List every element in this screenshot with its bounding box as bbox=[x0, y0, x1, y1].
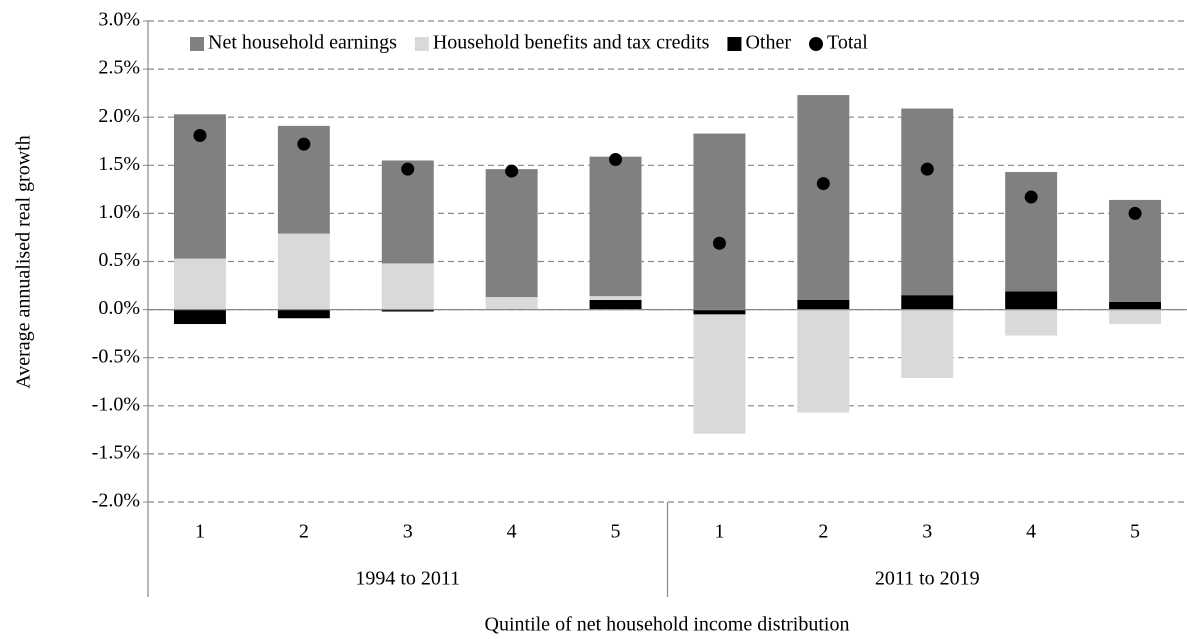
y-tick-label: -1.5% bbox=[92, 441, 140, 463]
total-point bbox=[505, 164, 519, 178]
x-tick-label: 1 bbox=[195, 521, 205, 543]
x-tick-label: 3 bbox=[403, 521, 413, 543]
bar bbox=[173, 309, 226, 325]
x-tick-label: 3 bbox=[922, 521, 932, 543]
bar bbox=[901, 108, 954, 296]
total-point bbox=[1024, 190, 1038, 204]
bar bbox=[381, 263, 434, 310]
legend-swatch bbox=[727, 37, 742, 51]
y-tick-label: -0.5% bbox=[92, 345, 140, 367]
legend-marker bbox=[809, 37, 823, 51]
y-axis-title: Average annualised real growth bbox=[13, 135, 35, 388]
bar bbox=[797, 299, 850, 310]
bar bbox=[693, 314, 746, 434]
bar bbox=[1109, 301, 1162, 310]
y-tick-label: 1.5% bbox=[98, 153, 140, 175]
x-tick-label: 1 bbox=[714, 521, 724, 543]
legend-label: Household benefits and tax credits bbox=[433, 32, 710, 54]
legend-swatch bbox=[190, 37, 204, 51]
bar bbox=[485, 297, 538, 310]
x-tick-label: 5 bbox=[1130, 521, 1140, 543]
y-tick-label: 2.0% bbox=[98, 105, 140, 127]
y-tick-label: 3.0% bbox=[98, 9, 140, 31]
bar bbox=[277, 233, 330, 310]
total-point bbox=[609, 153, 623, 167]
bar bbox=[589, 156, 642, 297]
bar bbox=[1005, 291, 1058, 310]
y-tick-label: 0.0% bbox=[98, 297, 140, 319]
bar bbox=[173, 258, 226, 310]
y-tick-label: 1.0% bbox=[98, 201, 140, 223]
total-point bbox=[920, 162, 934, 176]
x-tick-label: 4 bbox=[1026, 521, 1036, 543]
x-tick-label: 2 bbox=[299, 521, 309, 543]
y-tick-label: -1.0% bbox=[92, 393, 140, 415]
bar bbox=[381, 309, 434, 312]
bar bbox=[797, 95, 850, 300]
x-tick-label: 5 bbox=[611, 521, 621, 543]
total-point bbox=[712, 236, 726, 250]
bar bbox=[485, 169, 538, 298]
group-label: 1994 to 2011 bbox=[355, 568, 460, 590]
total-point bbox=[193, 128, 207, 142]
group-label: 2011 to 2019 bbox=[875, 568, 980, 590]
y-tick-label: -2.0% bbox=[92, 490, 140, 512]
bar bbox=[797, 309, 850, 413]
total-point bbox=[401, 162, 415, 176]
legend-label: Total bbox=[827, 32, 868, 54]
legend-label: Net household earnings bbox=[208, 32, 397, 54]
x-tick-label: 2 bbox=[818, 521, 828, 543]
x-axis-title: Quintile of net household income distrib… bbox=[485, 614, 850, 636]
total-point bbox=[297, 137, 311, 151]
bar bbox=[589, 299, 642, 310]
y-tick-label: 2.5% bbox=[98, 57, 140, 79]
bar bbox=[381, 160, 434, 264]
x-tick-label: 4 bbox=[507, 521, 517, 543]
bar bbox=[693, 309, 746, 315]
bar bbox=[589, 296, 642, 300]
y-tick-label: 0.5% bbox=[98, 249, 140, 271]
bar bbox=[901, 309, 954, 378]
total-point bbox=[816, 177, 830, 191]
bar bbox=[901, 295, 954, 310]
bar bbox=[277, 309, 330, 319]
bar bbox=[1005, 172, 1058, 292]
legend-swatch bbox=[414, 37, 429, 51]
total-point bbox=[1128, 206, 1142, 220]
legend-label: Other bbox=[745, 32, 791, 54]
bar bbox=[1109, 309, 1162, 325]
bar bbox=[1005, 309, 1058, 336]
bar bbox=[693, 133, 746, 310]
